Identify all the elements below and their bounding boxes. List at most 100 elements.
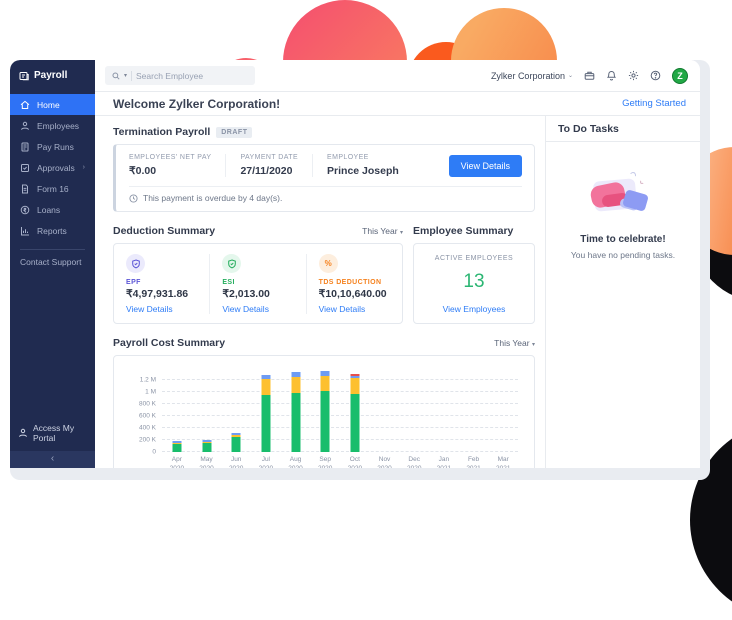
chart-gridline (162, 451, 518, 452)
deduction-filter-dropdown[interactable]: This Year ▾ (362, 226, 403, 236)
search-scope-caret-icon[interactable]: ▾ (124, 73, 128, 79)
search-placeholder: Search Employee (136, 70, 204, 81)
briefcase-icon[interactable] (584, 70, 595, 81)
todo-panel-body: Time to celebrate! You have no pending t… (546, 142, 700, 468)
sidebar-item-form-16[interactable]: Form 16 › (10, 178, 95, 199)
chart-y-tick-label: 1 M (145, 388, 156, 396)
termination-title: Termination Payroll (113, 126, 211, 138)
field-value: 27/11/2020 (240, 165, 293, 177)
user-avatar[interactable]: Z (672, 67, 688, 84)
chart-x-tick-label: Feb2021 (466, 456, 480, 468)
topbar: ▾ Search Employee Zylker Corporation ⌄ (95, 60, 700, 92)
avatar-letter: Z (677, 70, 683, 81)
access-my-portal-button[interactable]: Access My Portal (10, 423, 95, 451)
shield-icon (126, 254, 145, 273)
gear-icon[interactable] (628, 70, 639, 81)
chart-gridline (162, 391, 518, 392)
bar-segment-blue (320, 371, 330, 377)
chart-x-tick-label: May2020 (199, 456, 213, 468)
payroll-cost-chart-card: 0 200 K 400 K 600 K 800 K 1 M 1.2 M Apr2020 May… (113, 355, 535, 468)
sidebar-item-approvals[interactable]: Approvals › (10, 157, 95, 178)
search-icon (112, 71, 120, 80)
employee-summary-title: Employee Summary (413, 225, 514, 237)
view-details-button[interactable]: View Details (448, 154, 522, 177)
chart-stacked-bar (231, 432, 241, 452)
percent-icon: % (318, 254, 338, 273)
bar-segment-green (261, 395, 271, 452)
form16-icon (20, 184, 30, 194)
chart-plot-area: 0 200 K 400 K 600 K 800 K 1 M 1.2 M (139, 368, 518, 456)
sidebar-item-label: Reports (37, 225, 67, 236)
overdue-note-text: This payment is overdue by 4 day(s). (143, 193, 283, 203)
todo-headline: Time to celebrate! (580, 234, 666, 245)
bar-segment-yellow (320, 376, 330, 392)
bell-icon[interactable] (606, 70, 617, 81)
chart-stacked-bar (291, 371, 301, 452)
chart-stacked-bar (172, 440, 182, 452)
sidebar-item-home[interactable]: Home › (10, 94, 95, 115)
chart-stacked-bar (320, 371, 330, 452)
chart-stacked-bar (261, 374, 271, 452)
deduction-value: ₹4,97,931.86 (126, 288, 189, 300)
chevron-left-icon: ‹ (50, 453, 55, 464)
bar-segment-yellow (350, 377, 360, 395)
help-icon[interactable] (650, 70, 661, 81)
view-details-link[interactable]: View Details (318, 304, 366, 314)
view-details-link[interactable]: View Details (222, 304, 269, 314)
sidebar-item-employees[interactable]: Employees › (10, 115, 95, 136)
sidebar-item-label: Form 16 (37, 183, 69, 194)
search-input[interactable]: ▾ Search Employee (105, 66, 255, 85)
view-details-link[interactable]: View Details (126, 304, 173, 314)
deduction-label: ESI (222, 279, 235, 286)
sidebar-collapse-button[interactable]: ‹ (10, 451, 95, 468)
search-divider (131, 70, 133, 81)
celebration-illustration (586, 170, 660, 222)
bar-segment-blue (231, 432, 241, 435)
org-switcher[interactable]: Zylker Corporation ⌄ (491, 71, 573, 81)
field-value: ₹0.00 (129, 165, 157, 177)
summary-row: Deduction Summary This Year ▾ EPF ₹4,97,… (113, 225, 535, 324)
bar-segment-yellow (202, 442, 211, 444)
chart-x-tick-label: Mar2021 (496, 456, 510, 468)
sidebar-item-pay-runs[interactable]: Pay Runs › (10, 136, 95, 157)
chart-x-axis-labels: Apr2020 May2020 Jun2020 Jul2020 Aug2020 Sep20… (162, 456, 518, 468)
todo-panel: To Do Tasks Time to celebrate! You have … (545, 116, 700, 468)
app-window: Payroll Home › Employees › Pay Runs › Ap… (10, 60, 710, 480)
chart-y-tick-label: 800 K (139, 400, 156, 408)
deduction-item: ESI ₹2,013.00 View Details (210, 254, 307, 314)
termination-field: EMPLOYEE Prince Joseph (327, 154, 413, 177)
chevron-down-icon: ⌄ (567, 73, 573, 79)
sidebar-item-label: Pay Runs (37, 141, 74, 152)
chevron-down-icon: ▾ (399, 230, 403, 236)
payroll-cost-filter-dropdown[interactable]: This Year ▾ (494, 338, 535, 348)
sidebar-item-loans[interactable]: Loans › (10, 199, 95, 220)
sidebar-divider (20, 249, 85, 250)
chart-x-tick-label: Jul2020 (259, 456, 273, 468)
chart-bar-slot (429, 368, 459, 452)
field-value: Prince Joseph (327, 165, 399, 177)
chart-bar-slot (399, 368, 429, 452)
chart-x-tick-label: Nov2020 (377, 456, 391, 468)
chart-bar-slot (192, 368, 222, 452)
deduction-label: TDS DEDUCTION (318, 279, 382, 286)
topbar-actions: Zylker Corporation ⌄ (491, 67, 688, 84)
field-label: EMPLOYEES' NET PAY (129, 154, 212, 161)
termination-card: EMPLOYEES' NET PAY ₹0.00 PAYMENT DATE 27… (113, 144, 535, 212)
chart-x-tick-label: Jun2020 (229, 456, 243, 468)
chart-y-tick-label: 200 K (139, 436, 156, 444)
bar-segment-green (202, 443, 211, 452)
todo-panel-title: To Do Tasks (546, 116, 700, 142)
welcome-bar: Welcome Zylker Corporation! Getting Star… (95, 92, 700, 116)
chart-y-tick-label: 600 K (139, 412, 156, 420)
bar-segment-green (231, 437, 241, 452)
getting-started-link[interactable]: Getting Started (622, 98, 686, 109)
view-employees-link[interactable]: View Employees (442, 304, 506, 314)
deduction-summary-title: Deduction Summary (113, 225, 216, 237)
sidebar-nav: Home › Employees › Pay Runs › Approvals … (10, 94, 95, 241)
chart-bar-slot (221, 368, 251, 452)
sidebar-item-contact-support[interactable]: Contact Support (20, 257, 82, 267)
dashboard-body: Termination Payroll DRAFT EMPLOYEES' NET… (95, 116, 700, 468)
chart-x-tick-label: Dec2020 (407, 456, 421, 468)
chart-x-tick-label: Aug2020 (288, 456, 302, 468)
sidebar-item-reports[interactable]: Reports › (10, 220, 95, 241)
